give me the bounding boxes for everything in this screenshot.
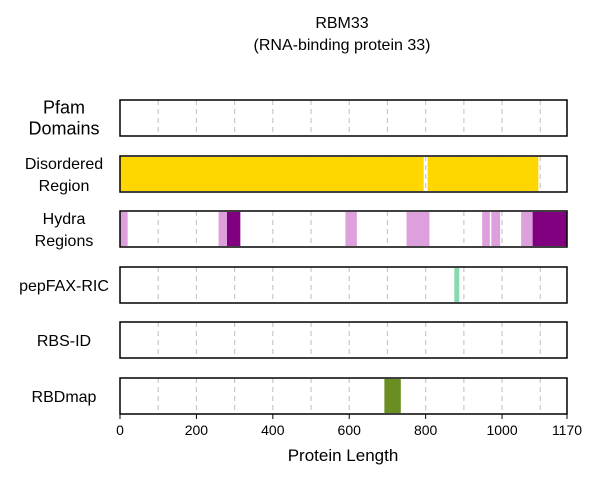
x-tick-label: 600	[338, 422, 362, 438]
track-label: Regions	[35, 233, 94, 250]
track-label: Region	[39, 178, 90, 195]
segment-bar	[345, 212, 357, 246]
segment-bar	[491, 212, 501, 246]
x-tick-label: 400	[261, 422, 285, 438]
track-2: Hydra Regions	[35, 210, 568, 250]
x-tick-label: 1170	[552, 422, 582, 438]
segment-bar	[384, 379, 401, 413]
track-border	[119, 210, 568, 248]
chart-subtitle: (RNA-binding protein 33)	[254, 37, 431, 54]
track-label: Hydra	[43, 211, 86, 228]
track-1: Disordered Region	[25, 155, 568, 195]
segment-bar	[406, 212, 430, 246]
track-border	[119, 266, 568, 304]
segment-bar	[521, 212, 533, 246]
segment-bar	[120, 212, 128, 246]
track-border	[119, 321, 568, 359]
chart-title: RBM33	[315, 15, 368, 32]
track-background	[120, 378, 567, 414]
segment-bar	[427, 157, 539, 191]
segment-bar	[482, 212, 490, 246]
track-label: RBS-ID	[37, 333, 91, 350]
track-background	[120, 322, 567, 358]
track-3: pepFAX-RIC	[19, 266, 568, 304]
x-axis: 0 200 400 600 800 1000 1170	[116, 414, 582, 438]
track-label: pepFAX-RIC	[19, 278, 109, 295]
track-border	[119, 155, 568, 193]
segment-bar	[218, 212, 227, 246]
x-tick-label: 0	[116, 422, 124, 438]
track-5: RBDmap	[32, 377, 568, 415]
track-label: Disordered	[25, 156, 103, 173]
segment-bar	[454, 268, 460, 302]
segment-bar	[532, 212, 567, 246]
x-tick-label: 200	[185, 422, 209, 438]
track-border	[119, 377, 568, 415]
segment-bar	[226, 212, 241, 246]
x-tick-label: 1000	[486, 422, 517, 438]
segment-bar	[120, 157, 424, 191]
track-border	[119, 99, 568, 137]
track-label: Pfam	[43, 98, 85, 118]
track-4: RBS-ID	[37, 321, 568, 359]
track-label: Domains	[28, 119, 99, 139]
x-tick-label: 800	[414, 422, 438, 438]
x-axis-label: Protein Length	[288, 446, 399, 465]
track-label: RBDmap	[32, 389, 97, 406]
track-background	[120, 100, 567, 136]
track-background	[120, 267, 567, 303]
